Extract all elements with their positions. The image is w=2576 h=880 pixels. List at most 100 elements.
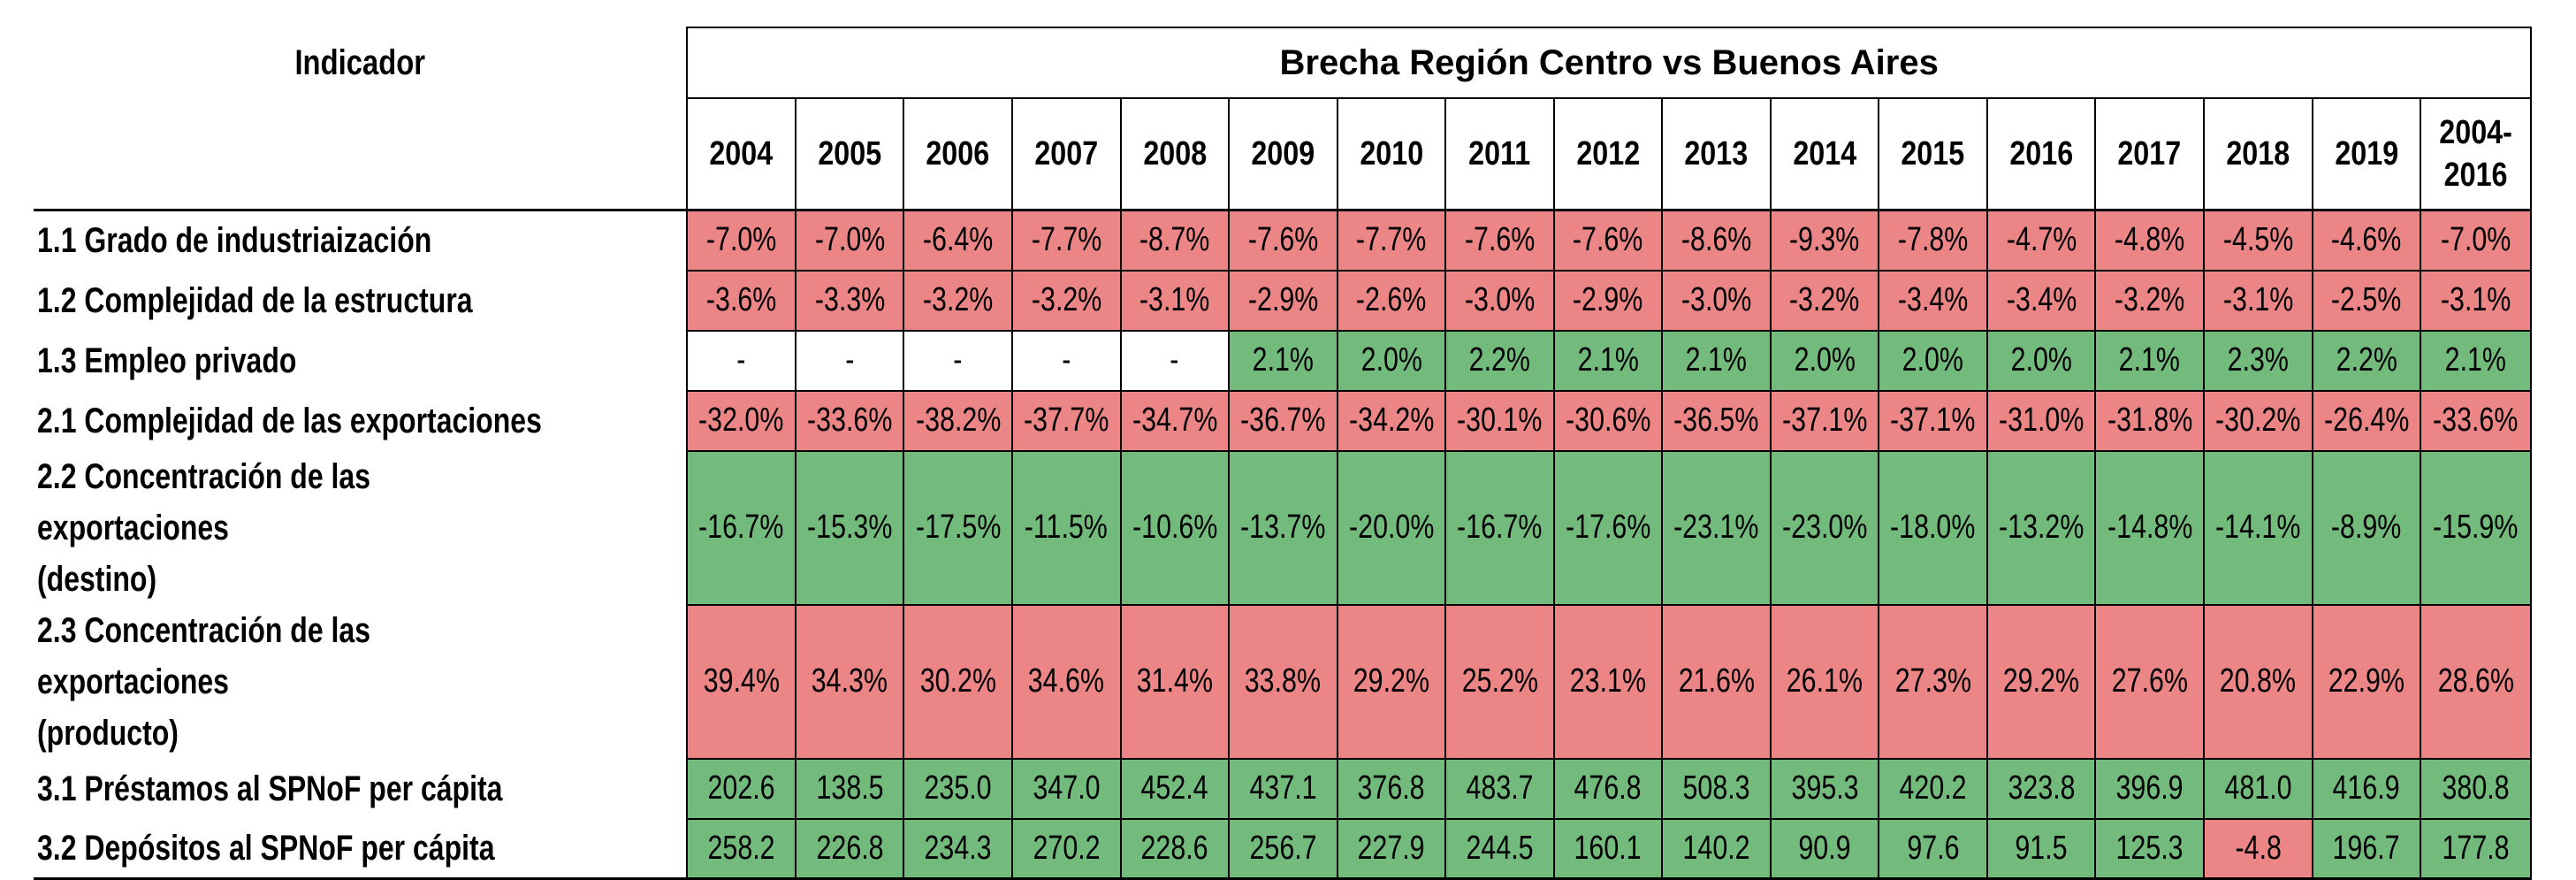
cell-value: - <box>1062 341 1071 379</box>
data-cell: -20.0% <box>1336 449 1447 606</box>
cell-value: -2.9% <box>1573 281 1643 318</box>
cell-value: 29.2% <box>2003 662 2080 700</box>
year-header-label: 2019 <box>2334 135 2398 172</box>
data-cell: 2.0% <box>1878 329 1988 392</box>
cell-value: -36.5% <box>1673 402 1759 439</box>
data-cell: 20.8% <box>2203 603 2313 760</box>
year-header-cell: 2010 <box>1336 97 1447 211</box>
data-cell: 160.1 <box>1552 817 1664 880</box>
cell-value: 21.6% <box>1678 662 1755 700</box>
data-cell: 27.6% <box>2094 603 2205 760</box>
data-cell: 476.8 <box>1552 757 1664 820</box>
year-header-label: 2017 <box>2117 135 2182 172</box>
cell-value: -36.7% <box>1240 402 1326 439</box>
cell-value: 33.8% <box>1245 662 1322 700</box>
cell-value: -16.7% <box>698 509 784 546</box>
year-header-label: 2014 <box>1793 135 1857 172</box>
data-cell: -3.2% <box>1010 269 1122 332</box>
cell-value: -6.4% <box>922 221 994 259</box>
cell-value: - <box>736 341 746 379</box>
data-cell: -16.7% <box>686 449 796 606</box>
data-cell: -3.6% <box>686 269 796 332</box>
data-cell: -15.3% <box>794 449 905 606</box>
cell-value: -13.2% <box>1999 509 2084 546</box>
data-cell: 376.8 <box>1336 757 1447 820</box>
data-cell: -4.8% <box>2094 209 2205 272</box>
data-cell: 23.1% <box>1552 603 1664 760</box>
data-cell: 235.0 <box>903 757 1013 820</box>
year-header-label: 2012 <box>1576 135 1640 172</box>
cell-value: 452.4 <box>1140 769 1208 807</box>
cell-value: 39.4% <box>703 662 780 700</box>
data-cell: 138.5 <box>794 757 905 820</box>
data-cell: -3.0% <box>1444 269 1555 332</box>
data-cell: -14.8% <box>2094 449 2205 606</box>
cell-value: 347.0 <box>1033 769 1101 807</box>
cell-value: 97.6 <box>1907 829 1960 867</box>
indicator-column-header: Indicador <box>92 27 629 210</box>
data-cell: -7.0% <box>686 209 796 272</box>
data-cell: 2.1% <box>2420 329 2532 392</box>
year-header-label: 2013 <box>1684 135 1749 172</box>
cell-value: 26.1% <box>1786 662 1863 700</box>
data-cell: 90.9 <box>1769 817 1880 880</box>
data-cell: 29.2% <box>1985 603 2097 760</box>
data-cell: 234.3 <box>903 817 1013 880</box>
year-header-cell: 2006 <box>903 97 1013 211</box>
data-cell: - <box>794 329 905 392</box>
cell-value: -15.3% <box>806 509 893 546</box>
cell-value: -3.1% <box>1139 281 1210 318</box>
data-cell: -4.5% <box>2203 209 2313 272</box>
data-cell: 270.2 <box>1010 817 1122 880</box>
data-cell: -33.6% <box>2420 389 2532 452</box>
cell-value: 2.1% <box>1685 341 1748 379</box>
year-header-label: 2011 <box>1468 135 1531 172</box>
data-cell: -32.0% <box>686 389 796 452</box>
data-cell: -3.1% <box>1119 269 1231 332</box>
row-label: 1.1 Grado de industriaización <box>37 221 432 261</box>
data-cell: 258.2 <box>686 817 796 880</box>
cell-value: 125.3 <box>2115 829 2184 867</box>
data-cell: -30.1% <box>1444 389 1555 452</box>
cell-value: -37.1% <box>1781 402 1868 439</box>
data-cell: -3.0% <box>1661 269 1772 332</box>
cell-value: 235.0 <box>924 769 992 807</box>
cell-value: -8.6% <box>1680 221 1752 259</box>
data-cell: 2.2% <box>2311 329 2422 392</box>
cell-value: -2.6% <box>1356 281 1427 318</box>
cell-value: -32.0% <box>698 402 784 439</box>
data-cell: -17.5% <box>903 449 1013 606</box>
cell-value: -8.9% <box>2331 509 2402 546</box>
cell-value: 2.0% <box>1902 341 1964 379</box>
data-cell: 25.2% <box>1444 603 1555 760</box>
data-cell: 34.6% <box>1010 603 1122 760</box>
year-header-row: 2004 2005 2006 2007 2008 2009 2010 2011 2012 2013… <box>34 97 2532 211</box>
year-header-cell: 2009 <box>1228 97 1338 211</box>
data-cell: 26.1% <box>1769 603 1880 760</box>
cell-value: -16.7% <box>1457 509 1543 546</box>
data-cell: -37.1% <box>1769 389 1880 452</box>
data-cell: 2.0% <box>1336 329 1447 392</box>
cell-value: 258.2 <box>707 829 775 867</box>
cell-value: -14.8% <box>2107 509 2192 546</box>
data-cell: -3.3% <box>794 269 905 332</box>
row-label-cell: 1.3 Empleo privado <box>34 331 687 391</box>
data-cell: -4.6% <box>2311 209 2422 272</box>
cell-value: 416.9 <box>2332 769 2400 807</box>
data-cell: 39.4% <box>686 603 796 760</box>
data-cell: -26.4% <box>2311 389 2422 452</box>
indicator-gap-table: Indicador Brecha Región Centro vs Buenos… <box>34 27 2532 880</box>
row-label-cell: 3.1 Préstamos al SPNoF per cápita <box>34 759 687 819</box>
cell-value: -11.5% <box>1025 509 1109 546</box>
data-cell: -34.2% <box>1336 389 1447 452</box>
table-row: 3.2 Depósitos al SPNoF per cápita 258.2 22… <box>34 817 2532 880</box>
cell-value: 202.6 <box>707 769 775 807</box>
data-cell: -8.9% <box>2311 449 2422 606</box>
data-cell: -2.9% <box>1228 269 1338 332</box>
cell-value: 196.7 <box>2332 829 2400 867</box>
cell-value: 476.8 <box>1574 769 1642 807</box>
cell-value: -37.7% <box>1024 402 1109 439</box>
cell-value: 31.4% <box>1136 662 1213 700</box>
table-body: 1.1 Grado de industriaización -7.0% -7.0% -… <box>34 209 2532 880</box>
data-cell: -6.4% <box>903 209 1013 272</box>
